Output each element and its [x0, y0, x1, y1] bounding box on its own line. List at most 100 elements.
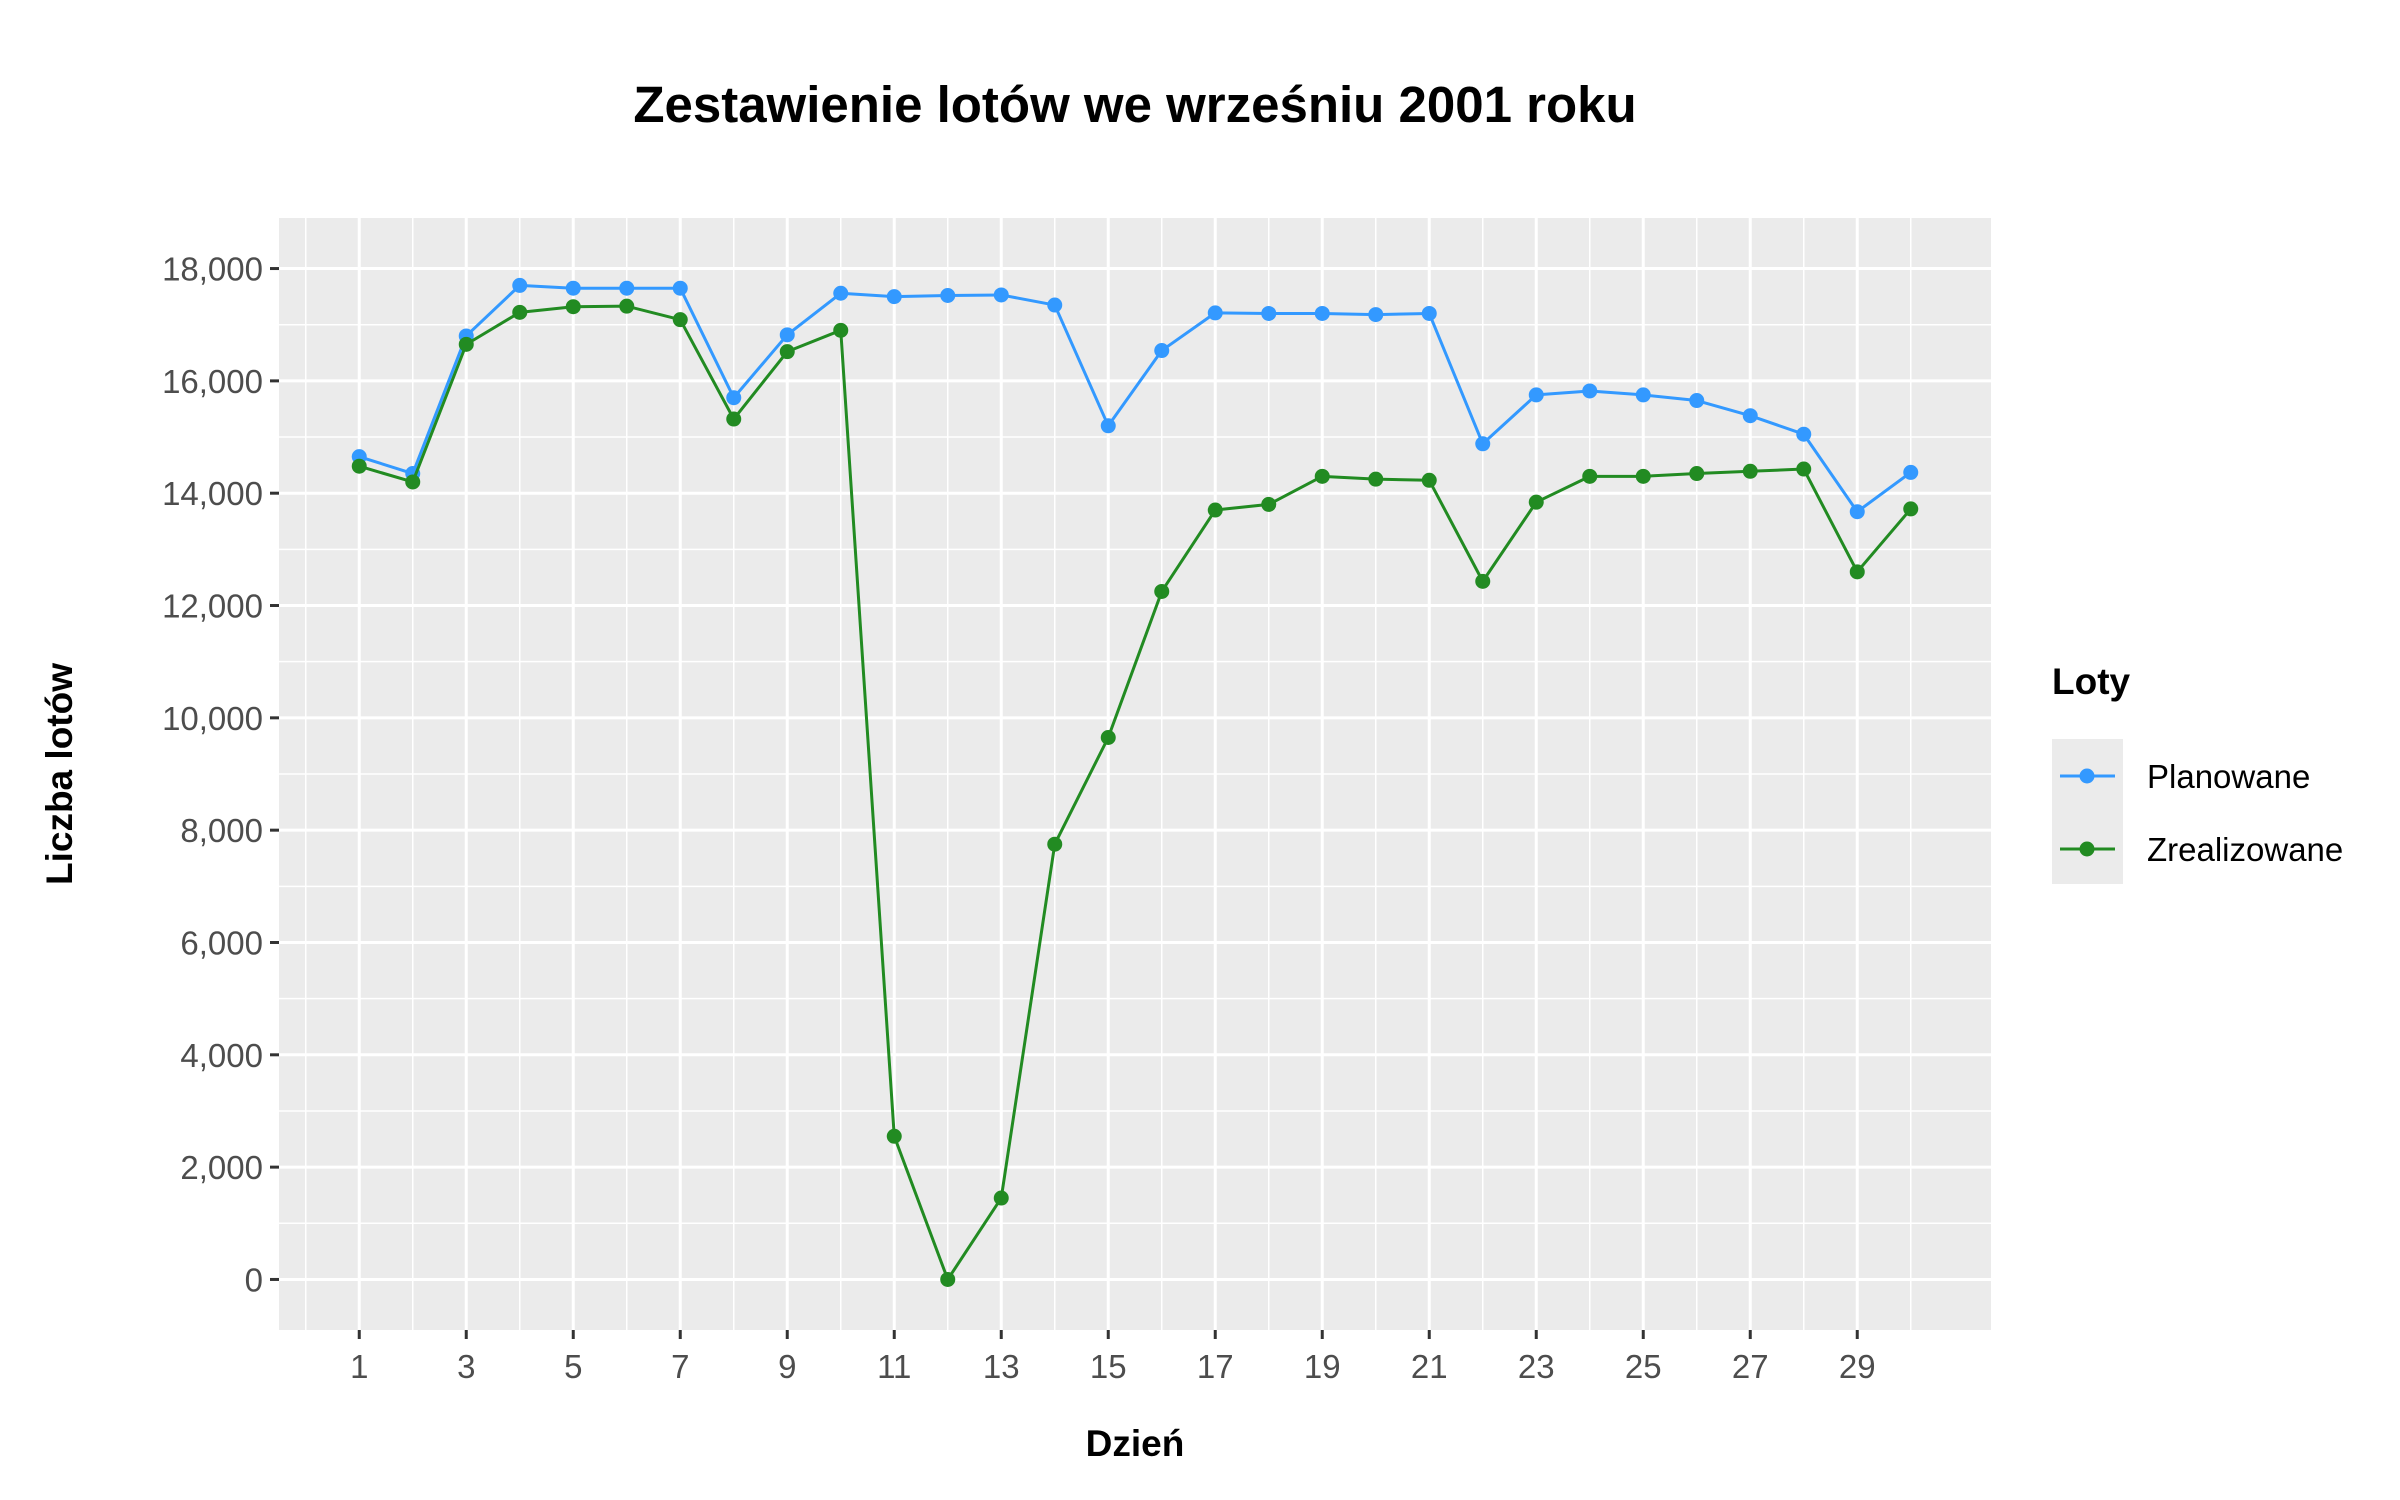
data-point-planowane — [565, 280, 581, 296]
x-tick-label: 7 — [671, 1348, 689, 1385]
x-tick-label: 19 — [1304, 1348, 1341, 1385]
legend-item-planowane: Planowane — [2060, 758, 2310, 795]
data-point-planowane — [672, 280, 688, 296]
x-tick-label: 5 — [564, 1348, 582, 1385]
y-tick-label: 10,000 — [162, 700, 263, 737]
data-point-planowane — [886, 289, 902, 305]
data-point-zrealizowane — [1261, 496, 1277, 512]
y-tick-label: 14,000 — [162, 475, 263, 512]
data-point-planowane — [940, 288, 956, 304]
data-point-planowane — [1314, 305, 1330, 321]
legend-key-marker — [2079, 768, 2095, 784]
data-point-planowane — [833, 285, 849, 301]
data-point-zrealizowane — [1903, 501, 1919, 517]
data-point-planowane — [619, 280, 635, 296]
data-point-zrealizowane — [886, 1128, 902, 1144]
legend-label: Zrealizowane — [2147, 831, 2343, 868]
y-tick-label: 2,000 — [180, 1149, 263, 1186]
x-axis-title: Dzień — [1086, 1423, 1185, 1464]
data-point-planowane — [1047, 297, 1063, 313]
data-point-planowane — [726, 390, 742, 406]
legend-title: Loty — [2052, 661, 2131, 702]
data-point-zrealizowane — [565, 299, 581, 315]
x-tick-label: 29 — [1839, 1348, 1876, 1385]
data-point-planowane — [1475, 436, 1491, 452]
legend: Loty Planowane Zrealizowane — [2052, 661, 2343, 884]
data-point-zrealizowane — [1154, 583, 1170, 599]
data-point-zrealizowane — [1796, 461, 1812, 477]
legend-item-zrealizowane: Zrealizowane — [2060, 831, 2343, 868]
data-point-zrealizowane — [993, 1190, 1009, 1206]
data-point-zrealizowane — [1047, 836, 1063, 852]
data-point-planowane — [512, 277, 528, 293]
y-tick-label: 8,000 — [180, 812, 263, 849]
x-tick-label: 3 — [457, 1348, 475, 1385]
data-point-planowane — [1635, 387, 1651, 403]
data-point-planowane — [779, 327, 795, 343]
series-line-planowane — [358, 283, 1912, 514]
data-point-planowane — [1796, 426, 1812, 442]
data-point-zrealizowane — [1689, 466, 1705, 482]
data-point-zrealizowane — [458, 336, 474, 352]
data-point-planowane — [1421, 305, 1437, 321]
data-point-zrealizowane — [512, 304, 528, 320]
x-tick-label: 17 — [1197, 1348, 1234, 1385]
legend-key-background — [2052, 739, 2123, 884]
x-tick-label: 13 — [983, 1348, 1020, 1385]
y-axis-title: Liczba lotów — [39, 663, 80, 885]
y-tick-label: 4,000 — [180, 1037, 263, 1074]
data-point-zrealizowane — [1100, 729, 1116, 745]
data-point-planowane — [1689, 393, 1705, 409]
data-point-zrealizowane — [1475, 573, 1491, 589]
data-point-planowane — [993, 287, 1009, 303]
data-point-planowane — [1582, 383, 1598, 399]
data-point-zrealizowane — [405, 474, 421, 490]
data-point-zrealizowane — [1742, 463, 1758, 479]
data-point-zrealizowane — [1635, 468, 1651, 484]
data-point-zrealizowane — [1368, 471, 1384, 487]
data-point-zrealizowane — [779, 344, 795, 360]
series-line-zrealizowane — [358, 304, 1912, 1281]
x-axis: 1 3 5 7 9 11 13 15 17 19 21 23 25 27 29 — [350, 1330, 1876, 1385]
x-tick-label: 23 — [1518, 1348, 1555, 1385]
x-tick-label: 9 — [778, 1348, 796, 1385]
y-tick-label: 18,000 — [162, 251, 263, 288]
data-point-planowane — [1368, 307, 1384, 323]
grid-minor — [279, 218, 1991, 1330]
data-point-zrealizowane — [351, 458, 367, 474]
y-tick-label: 0 — [245, 1261, 263, 1298]
data-point-zrealizowane — [1528, 494, 1544, 510]
data-point-planowane — [1207, 305, 1223, 321]
grid-major — [279, 218, 1991, 1330]
data-point-zrealizowane — [1421, 472, 1437, 488]
legend-label: Planowane — [2147, 758, 2310, 795]
y-axis: 0 2,000 4,000 6,000 8,000 10,000 12,000 14,000 1… — [162, 251, 279, 1298]
data-point-zrealizowane — [1207, 502, 1223, 518]
x-tick-label: 15 — [1090, 1348, 1127, 1385]
data-point-planowane — [1903, 464, 1919, 480]
data-point-zrealizowane — [672, 312, 688, 328]
data-point-planowane — [1528, 387, 1544, 403]
data-point-planowane — [1154, 343, 1170, 359]
y-tick-label: 12,000 — [162, 588, 263, 625]
y-tick-label: 16,000 — [162, 363, 263, 400]
legend-key-marker — [2079, 841, 2095, 857]
x-tick-label: 11 — [877, 1348, 911, 1385]
x-tick-label: 27 — [1732, 1348, 1769, 1385]
data-point-zrealizowane — [619, 298, 635, 314]
chart-title: Zestawienie lotów we wrześniu 2001 roku — [633, 76, 1636, 133]
x-tick-label: 25 — [1625, 1348, 1662, 1385]
series-layer — [351, 277, 1919, 1287]
data-point-planowane — [1849, 504, 1865, 520]
data-point-zrealizowane — [726, 411, 742, 427]
data-point-planowane — [1261, 305, 1277, 321]
y-tick-label: 6,000 — [180, 924, 263, 961]
x-tick-label: 21 — [1411, 1348, 1448, 1385]
data-point-zrealizowane — [940, 1271, 956, 1287]
x-tick-label: 1 — [350, 1348, 368, 1385]
data-point-zrealizowane — [1582, 468, 1598, 484]
data-point-planowane — [1100, 418, 1116, 434]
data-point-zrealizowane — [1314, 468, 1330, 484]
